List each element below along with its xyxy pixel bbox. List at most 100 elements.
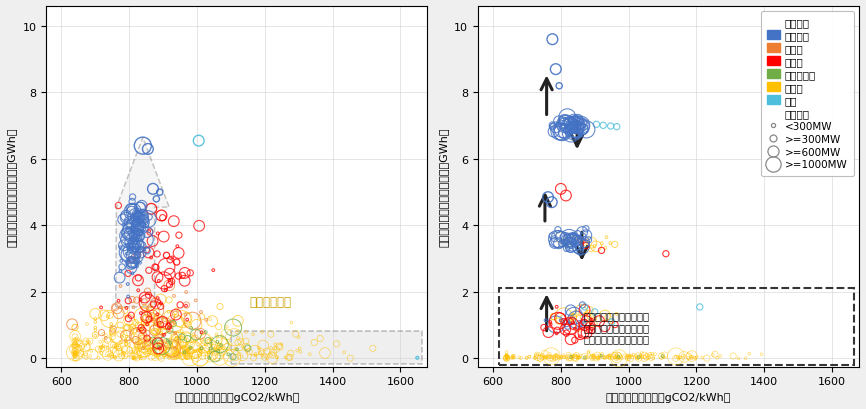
Point bbox=[126, 354, 140, 361]
Point bbox=[572, 354, 585, 361]
Point bbox=[112, 310, 126, 317]
Point bbox=[154, 297, 168, 303]
Point bbox=[202, 338, 216, 344]
Point bbox=[571, 231, 585, 237]
Point bbox=[135, 203, 149, 209]
Point bbox=[574, 121, 588, 127]
Point bbox=[134, 246, 148, 253]
Point bbox=[116, 217, 130, 223]
Point bbox=[554, 234, 568, 240]
Point bbox=[572, 245, 585, 252]
Point bbox=[140, 248, 154, 254]
Point bbox=[638, 354, 652, 360]
Point bbox=[147, 343, 161, 350]
Point bbox=[193, 330, 207, 337]
Point bbox=[601, 353, 615, 360]
Point bbox=[557, 319, 571, 325]
Point bbox=[125, 221, 139, 227]
Point bbox=[564, 244, 578, 251]
Point bbox=[122, 317, 136, 324]
Point bbox=[585, 240, 598, 246]
Point bbox=[257, 353, 271, 360]
Point bbox=[131, 229, 145, 235]
Point bbox=[127, 244, 141, 250]
Point bbox=[566, 314, 580, 321]
Point bbox=[557, 313, 571, 320]
Point bbox=[566, 240, 580, 246]
Point bbox=[732, 355, 746, 362]
Point bbox=[74, 344, 88, 350]
Point bbox=[124, 240, 138, 247]
Point bbox=[623, 353, 637, 360]
Point bbox=[211, 346, 225, 353]
Point bbox=[585, 245, 598, 252]
Point bbox=[630, 355, 643, 361]
Point bbox=[682, 353, 695, 360]
Point bbox=[68, 342, 82, 348]
Point bbox=[146, 338, 160, 345]
Point bbox=[151, 340, 165, 346]
Point bbox=[157, 350, 171, 356]
Point bbox=[79, 338, 93, 345]
Point bbox=[676, 355, 690, 362]
Point bbox=[260, 348, 274, 355]
Point bbox=[708, 351, 722, 357]
Point bbox=[569, 353, 583, 359]
Point bbox=[136, 313, 150, 320]
Point bbox=[138, 299, 152, 305]
Point bbox=[126, 336, 139, 343]
Point bbox=[593, 353, 607, 360]
Point bbox=[94, 346, 108, 352]
Point bbox=[292, 334, 306, 341]
Point bbox=[159, 252, 173, 259]
Point bbox=[167, 352, 181, 358]
Point bbox=[171, 243, 184, 250]
Point bbox=[561, 323, 575, 330]
Point bbox=[119, 341, 132, 348]
Point bbox=[169, 311, 183, 318]
Point bbox=[187, 337, 201, 344]
Point bbox=[574, 124, 588, 130]
Point bbox=[68, 349, 82, 355]
Point bbox=[566, 240, 580, 247]
Point bbox=[197, 348, 211, 354]
Point bbox=[226, 354, 240, 360]
Point bbox=[148, 264, 162, 271]
Point bbox=[189, 331, 203, 338]
Point bbox=[145, 346, 158, 353]
Point bbox=[585, 324, 599, 330]
Point bbox=[118, 353, 132, 359]
Point bbox=[573, 249, 587, 256]
Point bbox=[114, 339, 128, 346]
Point bbox=[568, 124, 582, 131]
Point bbox=[500, 355, 514, 362]
Point bbox=[144, 348, 158, 354]
Point bbox=[590, 355, 604, 361]
Point bbox=[176, 353, 190, 360]
Point bbox=[121, 294, 135, 300]
Point bbox=[163, 337, 177, 343]
Point bbox=[614, 353, 628, 360]
Point bbox=[550, 327, 564, 334]
Point bbox=[133, 347, 147, 353]
Point bbox=[198, 344, 212, 351]
Point bbox=[163, 343, 177, 350]
Point bbox=[572, 354, 586, 361]
Point bbox=[151, 231, 165, 237]
Point bbox=[147, 350, 161, 357]
Point bbox=[68, 353, 82, 359]
Point bbox=[603, 355, 617, 362]
Point bbox=[500, 353, 514, 360]
Point bbox=[113, 268, 127, 275]
Point bbox=[611, 354, 625, 360]
Point bbox=[138, 350, 152, 357]
Point bbox=[141, 146, 155, 153]
Point bbox=[610, 311, 624, 317]
Point bbox=[189, 353, 203, 359]
Point bbox=[184, 344, 198, 351]
Point bbox=[178, 335, 192, 342]
Point bbox=[113, 339, 127, 345]
Point bbox=[94, 345, 108, 351]
Point bbox=[567, 353, 581, 360]
Text: 考虑部分机组在电力系统
中的托底作用，需要给予
生存空间，逐步收紧配额: 考虑部分机组在电力系统 中的托底作用，需要给予 生存空间，逐步收紧配额 bbox=[584, 310, 650, 344]
